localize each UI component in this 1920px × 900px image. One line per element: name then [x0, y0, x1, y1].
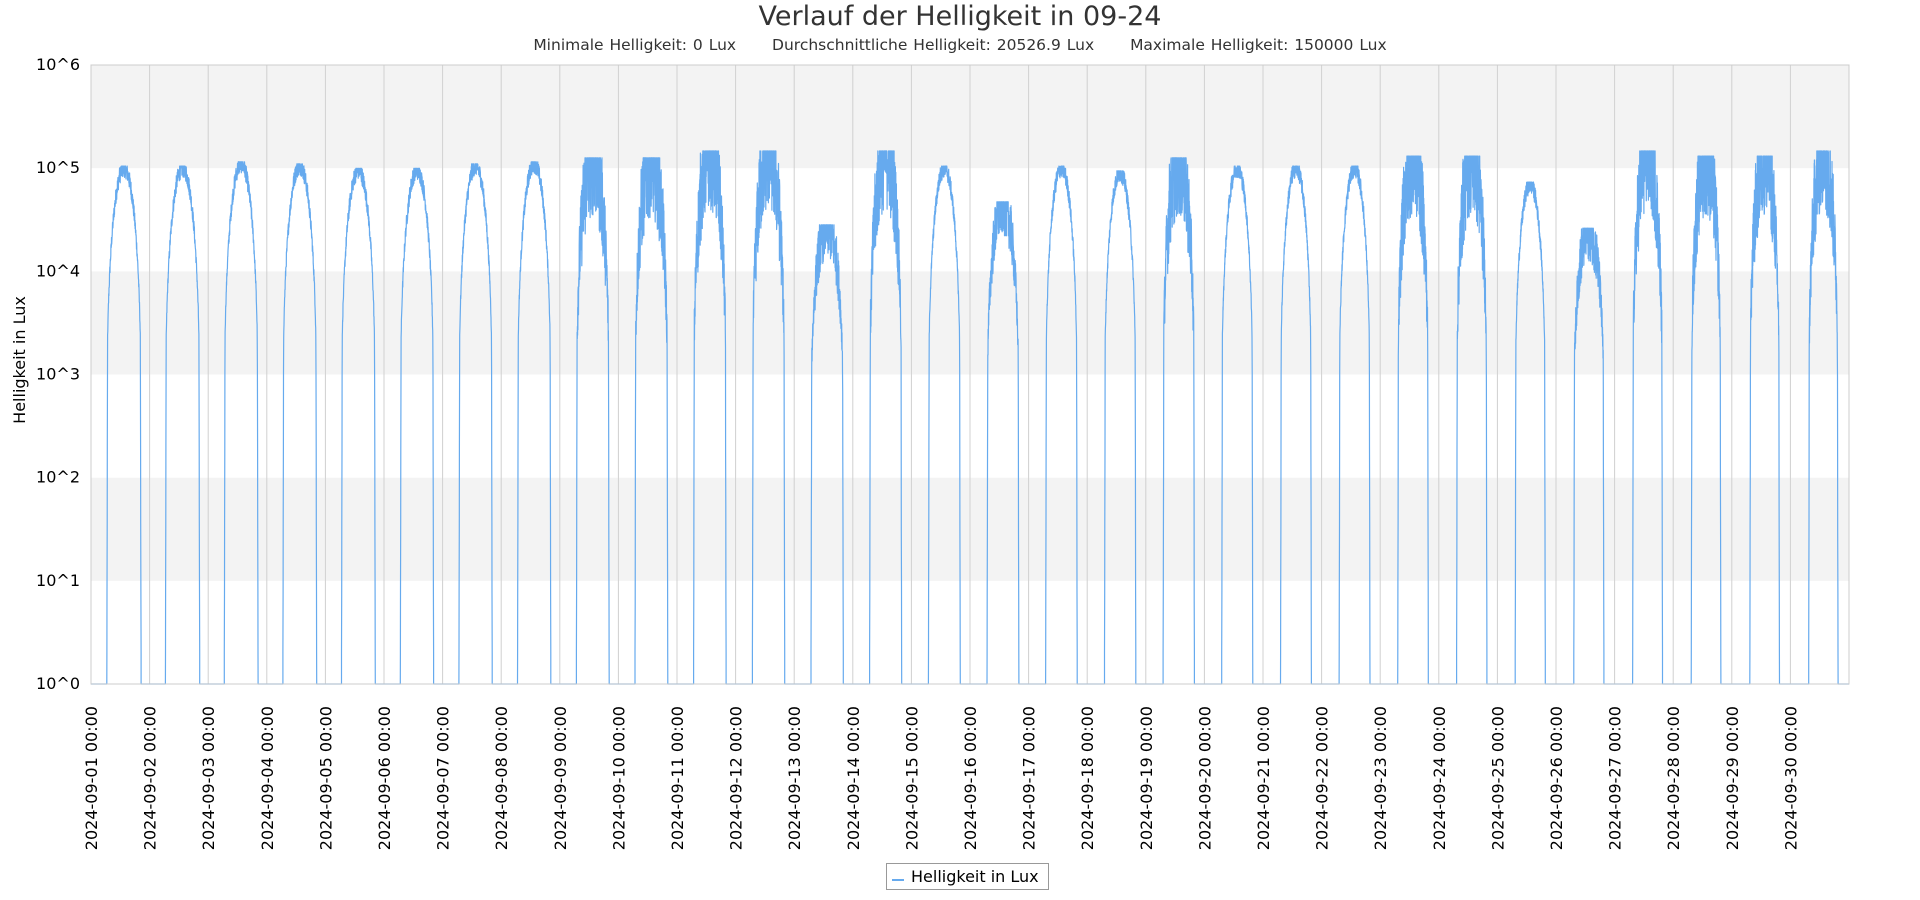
series-line-day-2024-09-04: [266, 163, 326, 685]
plot-frame: [90, 64, 1850, 685]
series-line-day-2024-09-01: [91, 165, 150, 685]
x-tick-label: 2024-09-18 00:00: [1078, 706, 1097, 850]
series-line-day-2024-09-19: [1145, 157, 1205, 685]
x-tick-label: 2024-09-19 00:00: [1137, 706, 1156, 850]
chart-title: Verlauf der Helligkeit in 09-24: [758, 1, 1162, 32]
series-line-day-2024-09-10: [618, 157, 677, 685]
x-tick-label: 2024-09-12 00:00: [727, 706, 746, 850]
series-line-day-2024-09-18: [1087, 170, 1146, 685]
y-axis-label: Helligkeit in Lux: [10, 296, 29, 424]
x-tick-label: 2024-09-20 00:00: [1195, 706, 1214, 850]
x-axis-tick-labels: 2024-09-01 00:00 2024-09-02 00:00 2024-09-…: [82, 706, 1800, 850]
max-brightness-label: Maximale Helligkeit: 150000 Lux: [1130, 36, 1387, 54]
x-tick-label: 2024-09-15 00:00: [902, 706, 921, 850]
x-tick-label: 2024-09-24 00:00: [1430, 706, 1449, 850]
x-tick-label: 2024-09-26 00:00: [1547, 706, 1566, 850]
x-tick-label: 2024-09-07 00:00: [434, 706, 453, 850]
chart-subtitle: Minimale Helligkeit: 0 Lux Durchschnittl…: [0, 36, 1920, 54]
series-line-day-2024-09-13: [794, 224, 853, 685]
x-tick-label: 2024-09-25 00:00: [1488, 706, 1507, 850]
x-tick-label: 2024-09-17 00:00: [1020, 706, 1039, 850]
series-line-day-2024-09-05: [325, 167, 384, 685]
series-line-day-2024-09-06: [384, 167, 443, 685]
x-tick-label: 2024-09-09 00:00: [551, 706, 570, 850]
series-line-day-2024-09-27: [1614, 150, 1674, 685]
series-line-day-2024-09-17: [1028, 165, 1088, 685]
series-line-day-2024-09-02: [149, 165, 209, 685]
x-tick-label: 2024-09-08 00:00: [492, 706, 511, 850]
x-tick-label: 2024-09-21 00:00: [1254, 706, 1273, 850]
series-line-day-2024-09-21: [1263, 165, 1322, 685]
x-tick-label: 2024-09-16 00:00: [961, 706, 980, 850]
x-tick-label: 2024-09-10 00:00: [609, 706, 628, 850]
min-brightness-label: Minimale Helligkeit: 0 Lux: [533, 36, 737, 54]
series-line-day-2024-09-16: [970, 201, 1029, 685]
series-line-day-2024-09-03: [208, 161, 267, 685]
series-line-day-2024-09-14: [852, 150, 912, 685]
y-tick-label: 10^5: [36, 158, 80, 177]
x-tick-label: 2024-09-01 00:00: [82, 706, 101, 850]
avg-brightness-label: Durchschnittliche Helligkeit: 20526.9 Lu…: [772, 36, 1095, 54]
x-tick-label: 2024-09-13 00:00: [785, 706, 804, 850]
x-tick-label: 2024-09-11 00:00: [668, 706, 687, 850]
series-line-day-2024-09-20: [1204, 165, 1263, 685]
series-line-day-2024-09-07: [442, 163, 502, 685]
series-line-day-2024-09-08: [501, 161, 560, 685]
y-tick-label: 10^4: [36, 261, 80, 280]
series-line-day-2024-09-30: [1790, 150, 1849, 685]
series-line-day-2024-09-23: [1380, 155, 1439, 685]
series-line-day-2024-09-15: [911, 165, 970, 685]
legend: Helligkeit in Lux: [886, 863, 1049, 890]
plot-border: [90, 64, 1850, 685]
x-tick-label: 2024-09-29 00:00: [1723, 706, 1742, 850]
series-line-day-2024-09-28: [1673, 155, 1732, 685]
y-axis-tick-labels: 10^0 10^1 10^2 10^3 10^4 10^5 10^6: [36, 55, 80, 693]
x-tick-label: 2024-09-30 00:00: [1781, 706, 1800, 850]
x-tick-label: 2024-09-28 00:00: [1664, 706, 1683, 850]
series-line-day-2024-09-22: [1321, 165, 1381, 685]
x-tick-label: 2024-09-06 00:00: [375, 706, 394, 850]
vertical-gridlines: [149, 65, 1791, 684]
x-tick-label: 2024-09-22 00:00: [1313, 706, 1332, 850]
x-tick-label: 2024-09-05 00:00: [316, 706, 335, 850]
x-tick-label: 2024-09-02 00:00: [141, 706, 160, 850]
y-tick-label: 10^1: [36, 571, 80, 590]
series-line-day-2024-09-12: [735, 150, 795, 685]
x-tick-label: 2024-09-27 00:00: [1606, 706, 1625, 850]
legend-line-swatch: [892, 878, 904, 881]
x-tick-label: 2024-09-04 00:00: [258, 706, 277, 850]
x-tick-label: 2024-09-14 00:00: [844, 706, 863, 850]
y-tick-label: 10^0: [36, 674, 80, 693]
y-tick-label: 10^6: [36, 55, 80, 74]
legend-label: Helligkeit in Lux: [911, 867, 1039, 886]
series-lines: [91, 150, 1849, 685]
series-line-day-2024-09-26: [1556, 227, 1615, 685]
x-tick-label: 2024-09-03 00:00: [199, 706, 218, 850]
x-tick-label: 2024-09-23 00:00: [1371, 706, 1390, 850]
series-line-day-2024-09-09: [559, 157, 619, 685]
series-line-day-2024-09-24: [1438, 155, 1498, 685]
series-line-day-2024-09-25: [1497, 181, 1556, 685]
y-tick-label: 10^3: [36, 365, 80, 384]
series-line-day-2024-09-11: [677, 150, 736, 685]
y-tick-label: 10^2: [36, 468, 80, 487]
series-line-day-2024-09-29: [1731, 155, 1791, 685]
